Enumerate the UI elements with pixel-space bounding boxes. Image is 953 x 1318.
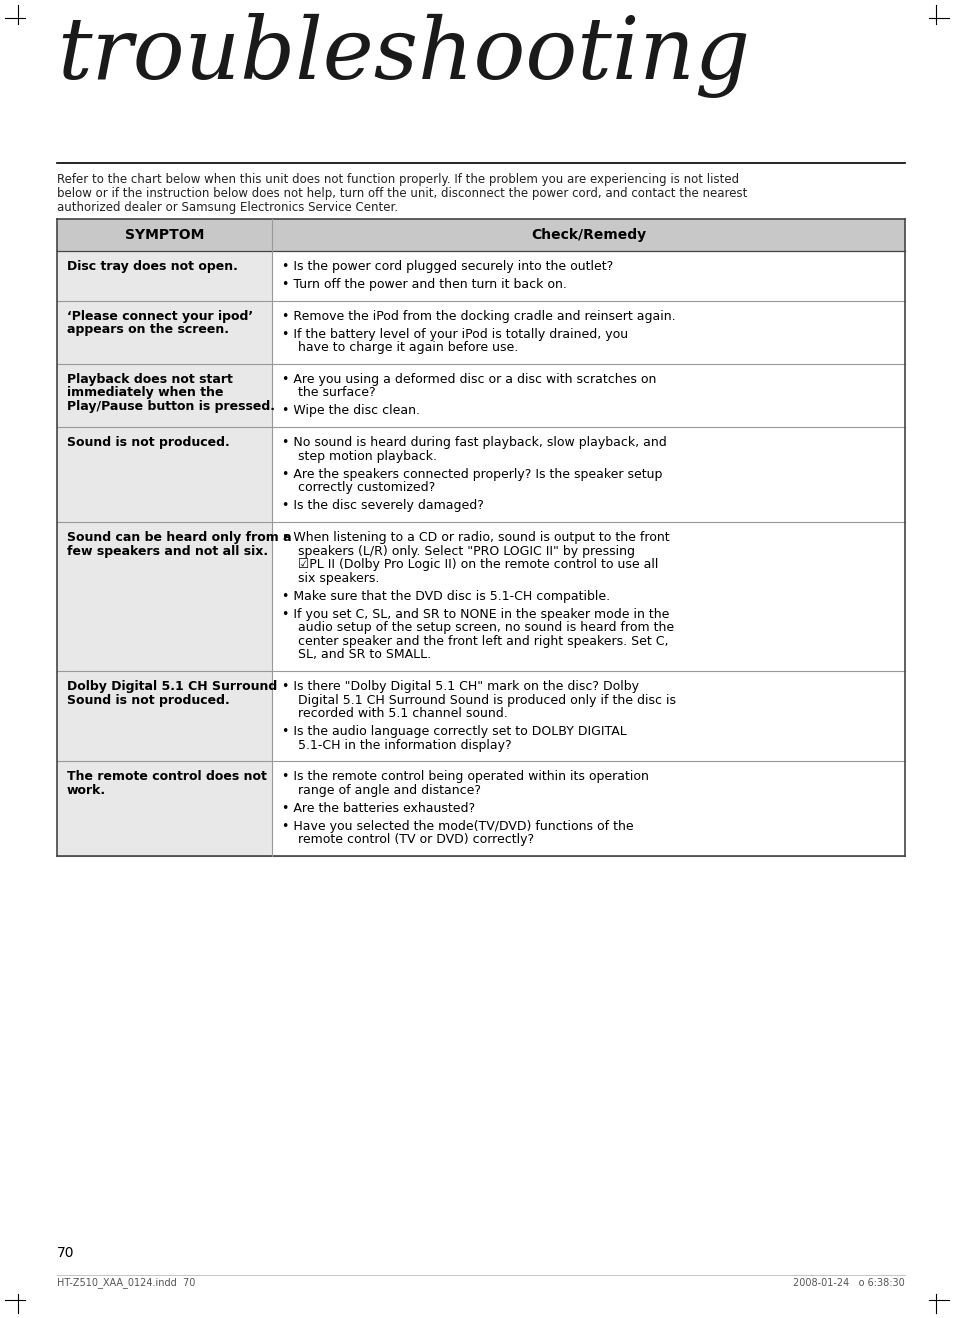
Text: appears on the screen.: appears on the screen.: [67, 323, 229, 336]
Text: • Make sure that the DVD disc is 5.1-CH compatible.: • Make sure that the DVD disc is 5.1-CH …: [282, 589, 610, 602]
Text: 70: 70: [57, 1246, 74, 1260]
Text: Disc tray does not open.: Disc tray does not open.: [67, 260, 237, 273]
Text: audio setup of the setup screen, no sound is heard from the: audio setup of the setup screen, no soun…: [282, 621, 674, 634]
Text: Refer to the chart below when this unit does not function properly. If the probl: Refer to the chart below when this unit …: [57, 173, 739, 186]
Text: Sound is not produced.: Sound is not produced.: [67, 436, 230, 449]
Text: six speakers.: six speakers.: [282, 572, 379, 585]
Text: • When listening to a CD or radio, sound is output to the front: • When listening to a CD or radio, sound…: [282, 531, 669, 544]
Text: have to charge it again before use.: have to charge it again before use.: [282, 341, 517, 355]
Text: • Is the disc severely damaged?: • Is the disc severely damaged?: [282, 500, 483, 513]
Bar: [57, 522, 272, 671]
Text: • No sound is heard during fast playback, slow playback, and: • No sound is heard during fast playback…: [282, 436, 666, 449]
Text: HT-Z510_XAA_0124.indd  70: HT-Z510_XAA_0124.indd 70: [57, 1277, 195, 1289]
Bar: [57, 364, 272, 427]
Text: • Is the remote control being operated within its operation: • Is the remote control being operated w…: [282, 770, 648, 783]
Text: • Is there "Dolby Digital 5.1 CH" mark on the disc? Dolby: • Is there "Dolby Digital 5.1 CH" mark o…: [282, 680, 639, 693]
Text: Dolby Digital 5.1 CH Surround: Dolby Digital 5.1 CH Surround: [67, 680, 277, 693]
Text: • Are you using a deformed disc or a disc with scratches on: • Are you using a deformed disc or a dis…: [282, 373, 656, 386]
Text: • Remove the iPod from the docking cradle and reinsert again.: • Remove the iPod from the docking cradl…: [282, 310, 675, 323]
Bar: [57, 762, 272, 857]
Text: • Wipe the disc clean.: • Wipe the disc clean.: [282, 405, 419, 418]
Text: immediately when the: immediately when the: [67, 386, 223, 399]
Bar: [57, 250, 272, 301]
Text: • Have you selected the mode(TV/DVD) functions of the: • Have you selected the mode(TV/DVD) fun…: [282, 820, 633, 833]
Text: ☑PL II (Dolby Pro Logic II) on the remote control to use all: ☑PL II (Dolby Pro Logic II) on the remot…: [282, 558, 658, 571]
Text: SYMPTOM: SYMPTOM: [125, 228, 204, 243]
Text: • If you set C, SL, and SR to NONE in the speaker mode in the: • If you set C, SL, and SR to NONE in th…: [282, 608, 669, 621]
Text: ‘Please connect your ipod’: ‘Please connect your ipod’: [67, 310, 253, 323]
Bar: [272, 427, 904, 522]
Text: center speaker and the front left and right speakers. Set C,: center speaker and the front left and ri…: [282, 635, 668, 647]
Text: few speakers and not all six.: few speakers and not all six.: [67, 544, 268, 558]
Text: • If the battery level of your iPod is totally drained, you: • If the battery level of your iPod is t…: [282, 328, 627, 341]
Text: the surface?: the surface?: [282, 386, 375, 399]
Text: SL, and SR to SMALL.: SL, and SR to SMALL.: [282, 648, 431, 662]
Text: below or if the instruction below does not help, turn off the unit, disconnect t: below or if the instruction below does n…: [57, 187, 746, 200]
Text: Check/Remedy: Check/Remedy: [531, 228, 645, 243]
Text: remote control (TV or DVD) correctly?: remote control (TV or DVD) correctly?: [282, 833, 534, 846]
Text: authorized dealer or Samsung Electronics Service Center.: authorized dealer or Samsung Electronics…: [57, 202, 397, 214]
Text: range of angle and distance?: range of angle and distance?: [282, 784, 480, 797]
Text: Sound can be heard only from a: Sound can be heard only from a: [67, 531, 292, 544]
Text: speakers (L/R) only. Select "PRO LOGIC II" by pressing: speakers (L/R) only. Select "PRO LOGIC I…: [282, 544, 635, 558]
Text: Play/Pause button is pressed.: Play/Pause button is pressed.: [67, 399, 274, 413]
Text: Digital 5.1 CH Surround Sound is produced only if the disc is: Digital 5.1 CH Surround Sound is produce…: [282, 693, 676, 706]
Bar: [57, 219, 904, 250]
Text: • Is the audio language correctly set to DOLBY DIGITAL: • Is the audio language correctly set to…: [282, 725, 626, 738]
Bar: [57, 671, 272, 762]
Bar: [57, 427, 272, 522]
Text: work.: work.: [67, 784, 106, 797]
Bar: [57, 301, 272, 364]
Text: • Are the batteries exhausted?: • Are the batteries exhausted?: [282, 801, 475, 815]
Text: Playback does not start: Playback does not start: [67, 373, 233, 386]
Bar: [272, 522, 904, 671]
Bar: [272, 671, 904, 762]
Bar: [272, 364, 904, 427]
Text: • Turn off the power and then turn it back on.: • Turn off the power and then turn it ba…: [282, 278, 566, 291]
Text: correctly customized?: correctly customized?: [282, 481, 435, 494]
Text: Sound is not produced.: Sound is not produced.: [67, 693, 230, 706]
Text: • Is the power cord plugged securely into the outlet?: • Is the power cord plugged securely int…: [282, 260, 613, 273]
Text: • Are the speakers connected properly? Is the speaker setup: • Are the speakers connected properly? I…: [282, 468, 661, 481]
Bar: [272, 762, 904, 857]
Text: step motion playback.: step motion playback.: [282, 449, 436, 463]
Text: The remote control does not: The remote control does not: [67, 770, 267, 783]
Bar: [272, 250, 904, 301]
Text: 5.1-CH in the information display?: 5.1-CH in the information display?: [282, 738, 511, 751]
Bar: [272, 301, 904, 364]
Text: troubleshooting: troubleshooting: [57, 13, 749, 98]
Text: 2008-01-24   ο 6:38:30: 2008-01-24 ο 6:38:30: [792, 1278, 904, 1288]
Text: recorded with 5.1 channel sound.: recorded with 5.1 channel sound.: [282, 706, 507, 720]
